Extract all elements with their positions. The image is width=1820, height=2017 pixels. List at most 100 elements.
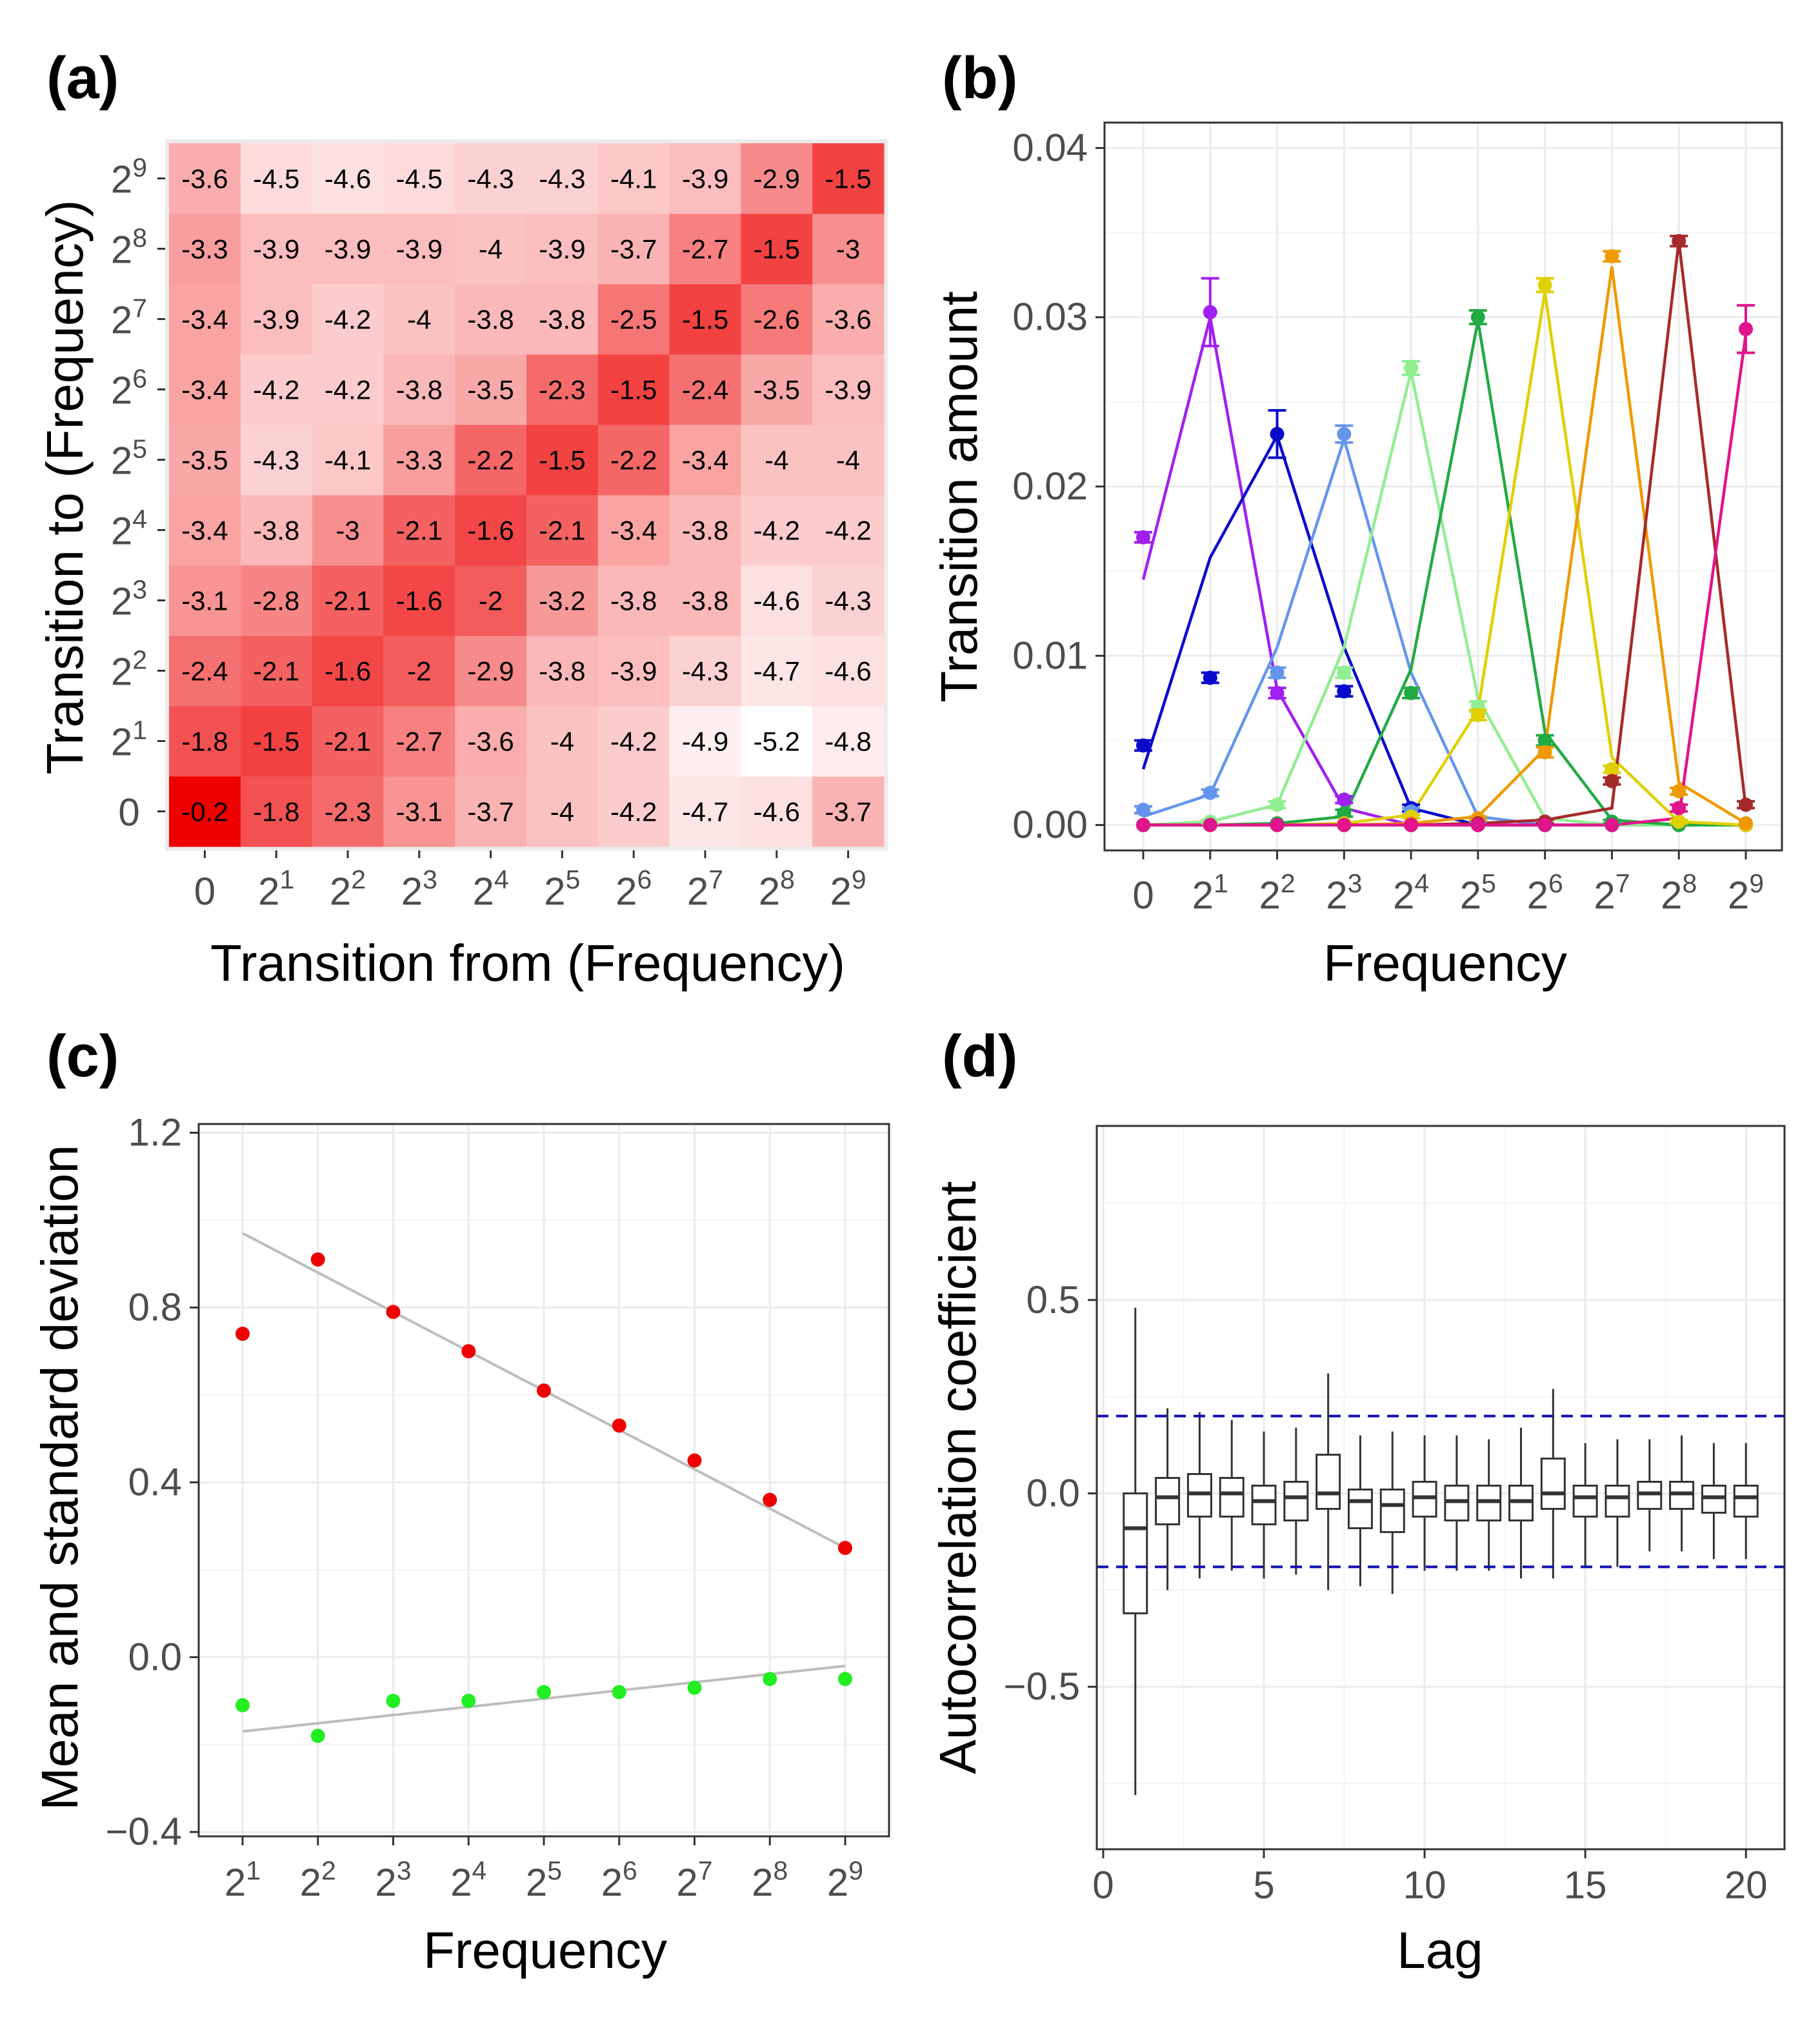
- heatmap-cell-label: -3.8: [396, 375, 443, 405]
- panel-c-y-axis-title: Mean and standard deviation: [31, 1145, 88, 1811]
- heatmap-cell: [312, 214, 384, 285]
- heatmap-cell-label: -2.3: [325, 797, 371, 827]
- heatmap-cell-label: -3.3: [396, 445, 443, 476]
- heatmap-cell: [669, 636, 741, 707]
- heatmap-cell-label: -3.8: [467, 305, 514, 335]
- heatmap-cell: [169, 143, 241, 214]
- data-point: [1337, 792, 1352, 807]
- x-tick-label: 0: [1092, 1863, 1114, 1907]
- panel-d-x-axis-title: Lag: [1397, 1922, 1483, 1979]
- heatmap-cell: [312, 425, 384, 496]
- data-point: [1537, 277, 1552, 292]
- heatmap-cell: [526, 143, 599, 214]
- heatmap-cell: [240, 636, 313, 707]
- heatmap-cell-label: -3.8: [253, 516, 299, 546]
- data-point: [1739, 816, 1753, 831]
- box: [1283, 1481, 1309, 1521]
- heatmap-cell: [597, 636, 670, 707]
- y-tick-label: 23: [111, 575, 147, 623]
- heatmap-cell: [240, 565, 313, 636]
- heatmap-cell-label: -3.1: [396, 797, 443, 827]
- heatmap-cell-label: -1.8: [181, 727, 228, 757]
- heatmap-cell: [597, 425, 670, 496]
- heatmap-cell: [455, 565, 527, 636]
- heatmap-cell-label: -4.7: [754, 656, 800, 687]
- heatmap-cell-label: -4.6: [754, 586, 800, 616]
- heatmap-cell-label: -2.1: [539, 516, 585, 546]
- heatmap-cell-label: -3.6: [467, 727, 514, 757]
- heatmap-cell-label: -4.3: [825, 586, 871, 616]
- data-point: [1605, 762, 1619, 777]
- box: [1123, 1492, 1148, 1614]
- heatmap-cell-label: -3.7: [610, 234, 657, 265]
- heatmap-cell-label: -1.6: [325, 656, 371, 687]
- data-point: [1404, 818, 1419, 832]
- heatmap-cell: [741, 284, 813, 355]
- data-point: [1470, 310, 1485, 325]
- heatmap-cell-label: -4.2: [253, 375, 299, 405]
- x-tick-label: 24: [450, 1856, 486, 1904]
- heatmap-cell: [526, 776, 599, 847]
- heatmap-cell-label: -3: [836, 234, 860, 265]
- heatmap-cell-label: -3.4: [181, 305, 228, 335]
- heatmap-cell: [383, 495, 455, 566]
- y-tick-label: 0.5: [1026, 1278, 1080, 1321]
- heatmap-cell: [240, 284, 313, 355]
- heatmap-cell: [669, 143, 741, 214]
- data-point: [1337, 665, 1352, 680]
- heatmap-cell-label: -1.5: [754, 234, 800, 265]
- heatmap-cell: [812, 776, 885, 847]
- box: [1251, 1485, 1277, 1525]
- data-point: [1672, 801, 1686, 816]
- data-point: [1605, 774, 1619, 788]
- box: [1733, 1485, 1759, 1518]
- x-tick-label: 21: [1192, 868, 1228, 917]
- heatmap-cell-label: -2.8: [253, 586, 299, 616]
- heatmap-cell-label: -1.5: [825, 164, 871, 194]
- heatmap-cell-label: -4.6: [325, 164, 371, 194]
- heatmap-cell: [312, 636, 384, 707]
- heatmap-cell-label: -2: [479, 586, 503, 616]
- heatmap-cell-label: -2.1: [396, 516, 443, 546]
- box: [1155, 1477, 1181, 1525]
- y-tick-label: 0.00: [1012, 803, 1088, 847]
- heatmap-cell: [455, 143, 527, 214]
- heatmap-cell: [526, 636, 599, 707]
- heatmap-cell-label: -4.1: [325, 445, 371, 476]
- heatmap-cell-label: -4.5: [253, 164, 299, 194]
- data-point: [1672, 234, 1686, 248]
- data-point: [1136, 803, 1150, 818]
- heatmap-cell: [526, 495, 599, 566]
- data-point: [1739, 798, 1753, 812]
- heatmap-cell: [812, 143, 885, 214]
- heatmap-cell-label: -3.8: [539, 305, 585, 335]
- heatmap-cell: [169, 354, 241, 425]
- x-tick-label: 22: [300, 1856, 336, 1904]
- y-tick-label: 0.0: [128, 1635, 182, 1678]
- panel-a-x-axis-title: Transition from (Frequency): [210, 934, 845, 992]
- box: [1572, 1485, 1598, 1518]
- series-line: [1143, 334, 1748, 827]
- heatmap-cell: [526, 214, 599, 285]
- heatmap-cell: [383, 214, 455, 285]
- heatmap-cell: [741, 354, 813, 425]
- panel-c-scatter-chart: 21 22 23 24 25 26 27 28 29 −0.4 0.0 0.4 0.8 1.2: [106, 1111, 890, 1904]
- heatmap-cell-label: -3.5: [181, 445, 228, 476]
- x-tick-label: 21: [258, 865, 294, 913]
- data-point: [386, 1694, 401, 1709]
- heatmap-cell-label: -4.6: [754, 797, 800, 827]
- heatmap-cell: [741, 214, 813, 285]
- data-point: [687, 1453, 702, 1468]
- heatmap-cell: [455, 284, 527, 355]
- y-tick-label: 0.4: [128, 1460, 182, 1503]
- heatmap-cell-label: -3.9: [682, 164, 728, 194]
- data-point: [1605, 249, 1619, 264]
- heatmap-cell-label: -3.9: [253, 305, 299, 335]
- x-tick-label: 26: [615, 865, 652, 913]
- heatmap-cell-label: -4.2: [754, 516, 800, 546]
- heatmap-cell: [597, 143, 670, 214]
- heatmap-cell: [669, 776, 741, 847]
- y-tick-label: −0.5: [1004, 1665, 1080, 1708]
- heatmap-cell-label: -2.6: [754, 305, 800, 335]
- x-tick-label: 22: [330, 865, 366, 913]
